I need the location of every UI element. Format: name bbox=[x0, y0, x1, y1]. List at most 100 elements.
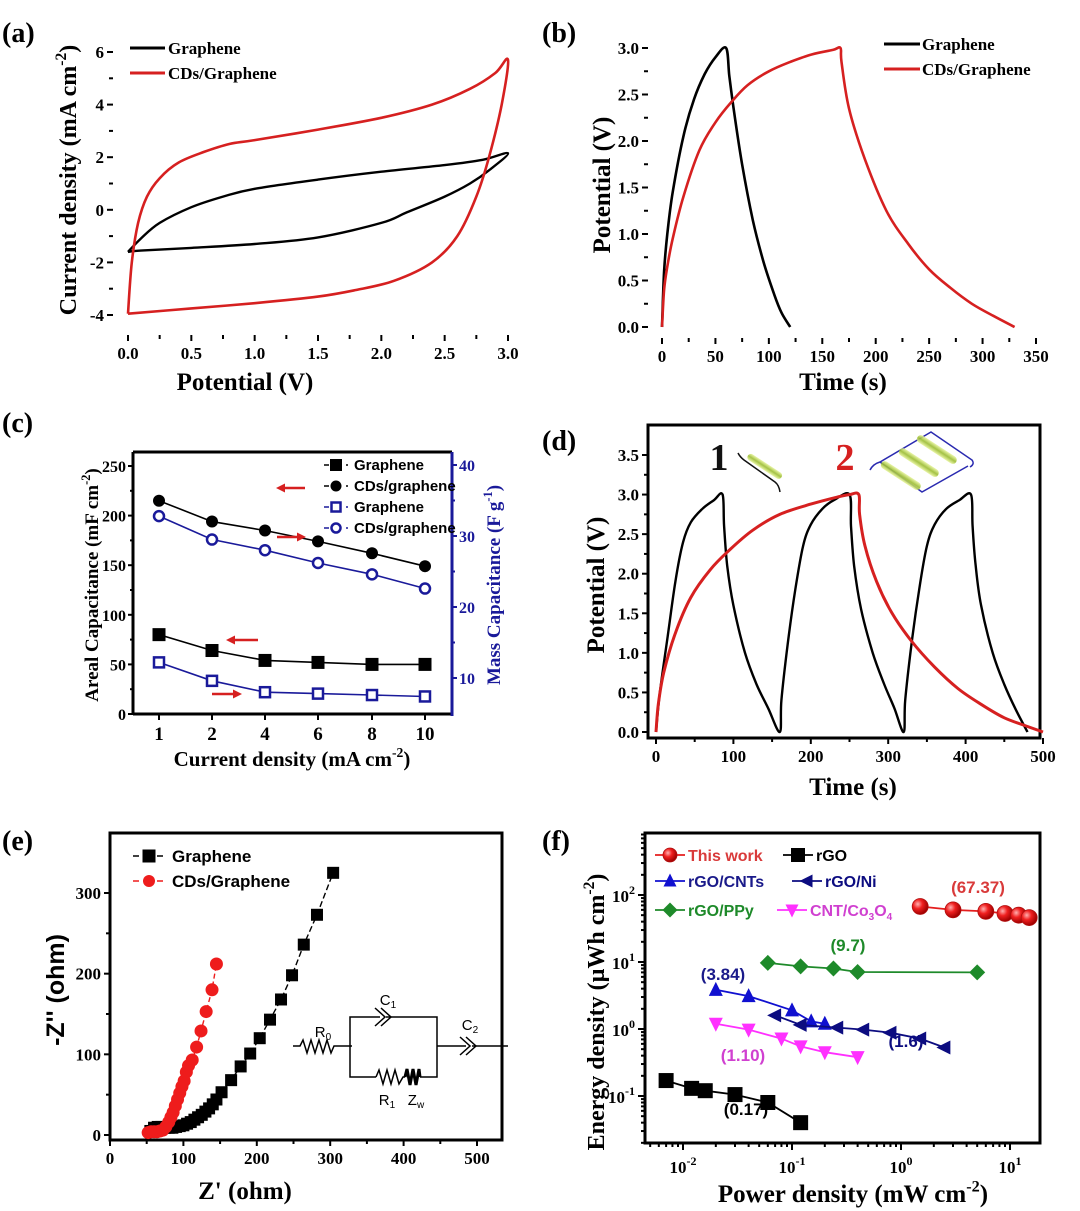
x-tick-label: 100 bbox=[756, 347, 782, 366]
data-point bbox=[792, 1017, 807, 1032]
circuit-label-c2-main: C bbox=[462, 1017, 473, 1034]
x-tick-label: 101 bbox=[999, 1154, 1022, 1177]
data-point bbox=[366, 547, 378, 560]
y-tick-label: 100 bbox=[612, 1017, 635, 1040]
capacitor-c1-icon bbox=[374, 1007, 393, 1027]
panel-f: (f)10-2 10-1 100 10110-1101102100(67.37)(0.… bbox=[542, 826, 1042, 1209]
y-tick-label: 2.0 bbox=[618, 132, 639, 151]
y-tick-label-exp: 1 bbox=[629, 950, 635, 964]
data-point bbox=[365, 688, 379, 702]
legend-label: CDs/Graphene bbox=[172, 872, 290, 891]
legend-marker bbox=[662, 902, 678, 918]
legend-marker bbox=[330, 459, 342, 471]
legend-label-part: 4 bbox=[887, 912, 893, 923]
legend-label: rGO/Ni bbox=[825, 874, 877, 891]
circuit-label-zw-main: Z bbox=[408, 1092, 417, 1109]
arrow-left-icon bbox=[226, 635, 235, 645]
y-tick-label: -2 bbox=[90, 253, 104, 272]
data-point bbox=[850, 1051, 865, 1066]
arrow-left-icon bbox=[276, 483, 285, 493]
y-tick-label: 250 bbox=[102, 459, 126, 476]
data-point bbox=[152, 656, 166, 669]
circuit-label-r0-sub: 0 bbox=[326, 1032, 332, 1043]
circuit-label-r1: R1 bbox=[379, 1092, 396, 1111]
data-point bbox=[365, 657, 379, 671]
arrow-right-icon bbox=[297, 532, 306, 542]
y-tick-label: 6 bbox=[96, 43, 105, 62]
data-point bbox=[310, 908, 323, 921]
y-tick-label-base: 10 bbox=[608, 1088, 625, 1107]
y-tick-label: 0.5 bbox=[618, 272, 639, 291]
x-tick-label: 1 bbox=[154, 724, 164, 745]
data-point bbox=[911, 898, 929, 915]
data-point bbox=[785, 1002, 799, 1017]
x-tick-label: 10-1 bbox=[779, 1154, 806, 1177]
x-tick-label-exp: -2 bbox=[687, 1154, 697, 1168]
x-tick-label: 0 bbox=[652, 747, 661, 766]
series-line-cds-graphene bbox=[660, 46, 1016, 329]
data-point bbox=[152, 509, 166, 523]
circuit-label-c2: C2 bbox=[462, 1017, 479, 1036]
series-line-graphene bbox=[127, 151, 510, 254]
data-point bbox=[194, 1024, 208, 1038]
curve-label: 1 bbox=[710, 437, 729, 479]
data-point bbox=[658, 1073, 674, 1089]
x-tick-label: 6 bbox=[313, 724, 323, 745]
y2-tick-label: 30 bbox=[459, 529, 475, 546]
data-point bbox=[936, 1040, 951, 1055]
data-point bbox=[977, 902, 995, 920]
legend-marker bbox=[143, 875, 155, 887]
y-tick-label-base: 10 bbox=[612, 954, 629, 973]
value-annotation: (1.10) bbox=[721, 1046, 765, 1065]
x-tick-label: 200 bbox=[798, 747, 824, 766]
y-axis-label-close: ) bbox=[82, 468, 103, 474]
x-tick-label: 3.0 bbox=[497, 344, 518, 363]
x-tick-label: 400 bbox=[953, 747, 979, 766]
y-tick-label: 102 bbox=[612, 883, 635, 906]
x-tick-label: 2 bbox=[207, 724, 217, 745]
circuit-label-r0-main: R bbox=[315, 1024, 326, 1041]
data-point bbox=[190, 1040, 204, 1054]
data-point bbox=[286, 969, 299, 982]
panel-label: (a) bbox=[2, 18, 35, 49]
data-point bbox=[825, 960, 842, 977]
legend-marker bbox=[142, 849, 156, 863]
data-point bbox=[804, 1013, 819, 1028]
panel-label: (f) bbox=[542, 826, 570, 857]
series-line bbox=[158, 515, 426, 590]
y-tick-label: 1.5 bbox=[618, 179, 639, 198]
circuit-label-r1-main: R bbox=[379, 1092, 390, 1109]
x-axis-label-close: ) bbox=[403, 747, 410, 771]
circuit-label-c1-sub: 1 bbox=[391, 1000, 397, 1011]
y-axis-label: -Z'' (ohm) bbox=[42, 934, 70, 1046]
y-tick-label: 2 bbox=[96, 148, 105, 167]
data-point bbox=[684, 1080, 700, 1096]
data-point bbox=[311, 655, 325, 669]
data-point bbox=[767, 1008, 782, 1023]
x-tick-label: 2.0 bbox=[371, 344, 392, 363]
data-point bbox=[199, 1005, 213, 1019]
circuit-label-r1-sub: 1 bbox=[390, 1100, 396, 1111]
data-point bbox=[225, 1074, 238, 1087]
y-tick-label: 0 bbox=[118, 707, 126, 724]
y-tick-label: 100 bbox=[102, 608, 126, 625]
x-tick-label: 100 bbox=[890, 1154, 913, 1177]
data-point bbox=[829, 1020, 844, 1035]
x-tick-label: 300 bbox=[970, 347, 996, 366]
legend-marker bbox=[799, 874, 813, 888]
y2-tick-label: 10 bbox=[459, 671, 475, 688]
y2-tick-label: 40 bbox=[459, 458, 475, 475]
capacitor-c2-icon bbox=[459, 1036, 478, 1056]
x-axis-label: Power density (mW cm-2) bbox=[718, 1178, 988, 1209]
y-tick-label: -4 bbox=[90, 306, 105, 325]
y-axis-label-text: Areal Capacitance (mF cm bbox=[82, 485, 103, 702]
y-tick-label: 2.0 bbox=[618, 565, 639, 584]
resistor-r0-icon bbox=[293, 1037, 352, 1056]
panel-label: (b) bbox=[542, 18, 576, 49]
x-axis-label-close: ) bbox=[980, 1181, 988, 1208]
y-tick-label-exp: 0 bbox=[629, 1017, 635, 1031]
y2-axis-label-text: Mass Capacitance (F g bbox=[484, 501, 505, 685]
legend-label: Graphene bbox=[354, 499, 424, 516]
data-point bbox=[418, 690, 432, 703]
legend-label: Graphene bbox=[172, 847, 251, 866]
